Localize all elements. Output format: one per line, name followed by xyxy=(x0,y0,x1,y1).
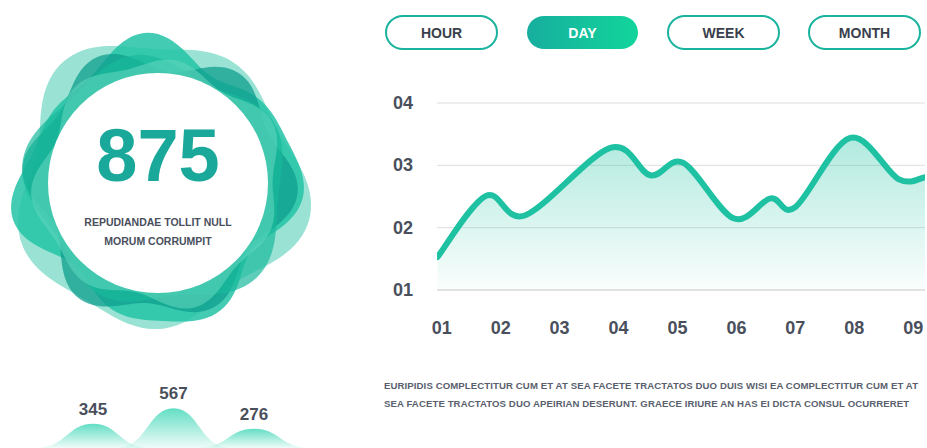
x-tick-label: 07 xyxy=(785,318,805,338)
tab-button-bg[interactable] xyxy=(809,16,920,49)
tab-button-label[interactable]: MONTH xyxy=(839,25,890,41)
blob-layer xyxy=(22,54,297,312)
data-label: 345 xyxy=(79,400,107,419)
blob xyxy=(11,33,311,329)
line xyxy=(438,138,925,257)
x-tick-label: 02 xyxy=(491,318,511,338)
stat-caption: REPUDIANDAE TOLLIT NULL xyxy=(84,216,232,228)
x-tick-label: 03 xyxy=(550,318,570,338)
small-plot xyxy=(35,408,312,448)
tab-button-label[interactable]: WEEK xyxy=(703,25,745,41)
tab-button-bg[interactable] xyxy=(386,16,497,49)
tab-button-label[interactable]: HOUR xyxy=(421,25,462,41)
small-area xyxy=(196,429,312,448)
x-tick-label: 01 xyxy=(432,318,452,338)
tab-button[interactable]: WEEK xyxy=(668,16,779,49)
description: EURIPIDIS COMPLECTITUR CUM ET AT SEA FAC… xyxy=(384,377,927,413)
tab-button-bg[interactable] xyxy=(527,16,638,49)
tab-button-label[interactable]: DAY xyxy=(568,25,597,41)
data-label: 567 xyxy=(159,384,187,403)
blob-layer xyxy=(22,55,282,302)
plot-area xyxy=(438,138,925,290)
y-tick-label: 04 xyxy=(393,93,413,113)
stat-circle xyxy=(48,73,268,293)
x-tick-label: 09 xyxy=(903,318,923,338)
blob-layer xyxy=(18,46,311,329)
data-label: 276 xyxy=(240,405,268,424)
tab-button[interactable]: HOUR xyxy=(386,16,497,49)
tab-button-bg[interactable] xyxy=(668,16,779,49)
tab-button[interactable]: MONTH xyxy=(809,16,920,49)
x-tick-label: 04 xyxy=(609,318,629,338)
grid xyxy=(437,103,925,290)
x-tick-label: 08 xyxy=(844,318,864,338)
tab-button[interactable]: DAY xyxy=(527,16,638,49)
x-tick-label: 06 xyxy=(726,318,746,338)
y-tick-label: 02 xyxy=(393,218,413,238)
small-area xyxy=(116,408,232,448)
grid-line xyxy=(437,103,925,104)
y-tick-label: 03 xyxy=(393,155,413,175)
stat-value: 875 xyxy=(96,114,219,197)
blob-layer xyxy=(31,60,277,309)
blob-layer xyxy=(11,33,304,322)
x-tick-label: 05 xyxy=(667,318,687,338)
y-tick-label: 01 xyxy=(393,280,413,300)
area-fill xyxy=(438,138,925,290)
small-labels: 345 567 276 xyxy=(79,384,268,423)
stat-caption: MORUM CORRUMPIT xyxy=(104,235,212,247)
